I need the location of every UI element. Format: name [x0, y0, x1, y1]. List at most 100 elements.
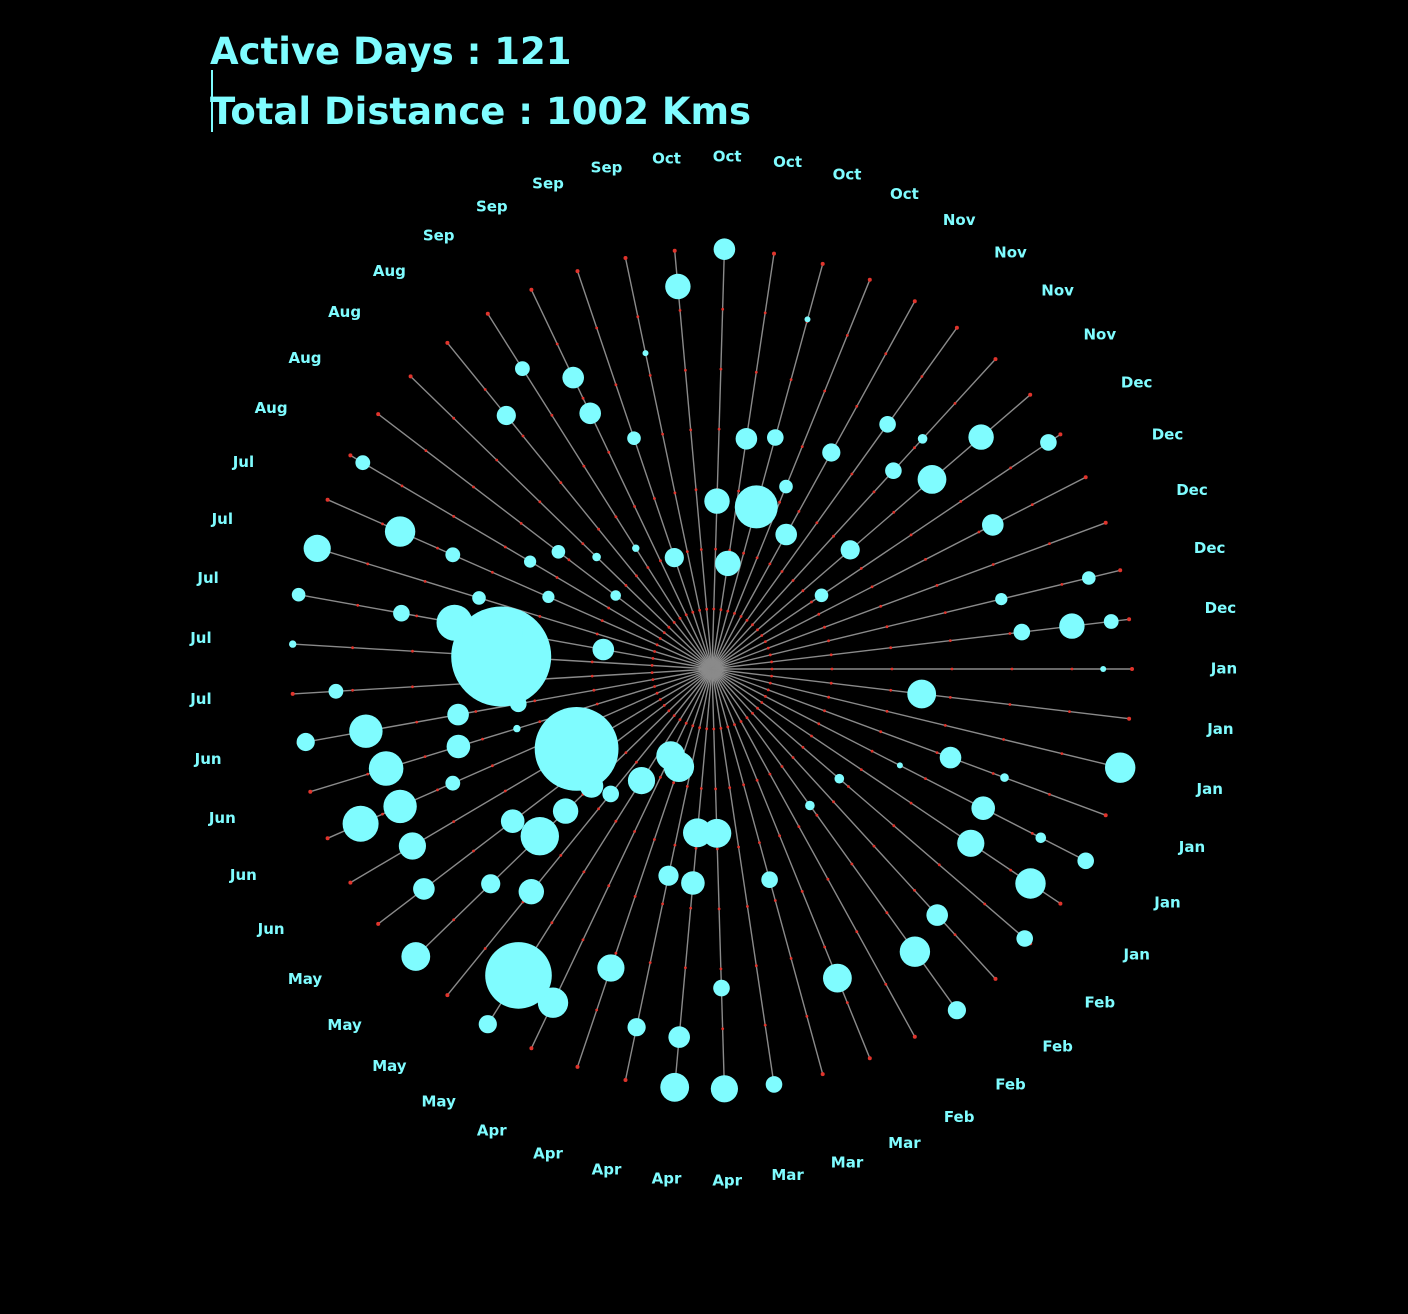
- spoke-tick-dot: [600, 619, 604, 622]
- spoke-tick-dot: [623, 256, 628, 260]
- spoke-tick-dot: [614, 515, 618, 519]
- spoke-tick-dot: [768, 653, 772, 657]
- spoke-tick-dot: [737, 489, 740, 493]
- spoke-tick-dot: [872, 490, 876, 494]
- spoke-tick-dot: [667, 625, 671, 629]
- month-label: Apr: [533, 1145, 563, 1163]
- spoke-tick-dot: [845, 334, 849, 337]
- run-bubble: [779, 479, 793, 494]
- spoke-tick-dot: [800, 445, 804, 448]
- spoke-tick-dot: [595, 1008, 599, 1012]
- spoke-tick-dot: [684, 966, 687, 970]
- spoke-tick-dot: [773, 899, 777, 902]
- month-label: Mar: [831, 1153, 864, 1171]
- run-bubble: [518, 879, 544, 905]
- month-label: Jul: [189, 629, 211, 647]
- spoke-tick-dot: [791, 579, 795, 582]
- run-bubble: [1016, 930, 1033, 947]
- spoke-tick-dot: [491, 764, 494, 768]
- spoke-tick-dot: [452, 515, 456, 518]
- spoke-tick-dot: [867, 1056, 872, 1061]
- run-bubble: [907, 679, 937, 709]
- run-bubble: [384, 516, 416, 547]
- spoke-tick-dot: [850, 472, 854, 476]
- month-label: Feb: [944, 1108, 975, 1126]
- run-bubble: [822, 443, 841, 462]
- month-label: Aug: [373, 262, 406, 280]
- spoke-tick-dot: [581, 396, 585, 400]
- spoke-tick-dot: [892, 824, 896, 828]
- spoke-tick-dot: [538, 615, 542, 618]
- spoke-tick-dot: [684, 721, 688, 725]
- spoke-tick-dot: [751, 711, 754, 715]
- spoke-tick-dot: [662, 704, 666, 707]
- spoke-tick-dot: [847, 785, 850, 788]
- run-bubble: [398, 832, 426, 860]
- spoke-tick-dot: [768, 772, 772, 776]
- month-label: Oct: [833, 166, 862, 184]
- run-bubble: [947, 1001, 967, 1020]
- spoke-tick-dot: [830, 667, 834, 671]
- spoke-tick-dot: [452, 918, 456, 922]
- spoke-tick-dot: [850, 862, 854, 866]
- spoke-tick-dot: [705, 727, 709, 731]
- run-bubble: [1013, 623, 1031, 641]
- spoke-tick-dot: [823, 945, 827, 949]
- spoke-tick-dot: [913, 888, 916, 892]
- run-bubble: [610, 590, 621, 601]
- spoke-tick-dot: [719, 726, 723, 730]
- spoke-tick-dot: [685, 550, 689, 553]
- run-bubble: [660, 1072, 690, 1102]
- spoke-tick-dot: [636, 315, 640, 319]
- spoke-tick-dot: [555, 576, 559, 579]
- spoke-tick-dot: [651, 678, 655, 681]
- spoke-tick-dot: [689, 428, 693, 432]
- spoke-tick-dot: [797, 825, 801, 828]
- spoke-tick-dot: [764, 640, 767, 643]
- spoke-tick-dot: [959, 500, 963, 503]
- spoke-tick-dot: [659, 775, 662, 779]
- spoke-line: [711, 668, 1121, 769]
- run-bubble: [579, 402, 601, 425]
- month-label: Sep: [476, 197, 508, 215]
- text-cursor: [211, 70, 213, 132]
- spoke-tick-dot: [892, 510, 896, 514]
- run-bubble: [597, 954, 625, 982]
- spoke-tick-dot: [672, 248, 677, 253]
- spoke-tick-dot: [820, 261, 825, 266]
- spoke-tick-dot: [308, 789, 313, 794]
- run-bubble: [592, 552, 601, 562]
- spoke-tick-dot: [376, 921, 381, 926]
- run-bubble: [524, 555, 537, 568]
- spoke-tick-dot: [1030, 832, 1034, 835]
- month-label: Nov: [943, 211, 976, 229]
- run-bubble: [957, 829, 985, 857]
- spoke-tick-dot: [495, 458, 499, 462]
- spoke-tick-dot: [714, 547, 717, 551]
- spoke-tick-dot: [567, 558, 571, 562]
- spoke-tick-dot: [943, 611, 947, 614]
- spoke-tick-dot: [667, 709, 671, 713]
- run-bubble: [805, 800, 815, 811]
- spoke-line: [711, 476, 1087, 670]
- run-bubble: [804, 316, 811, 323]
- spoke-tick-dot: [597, 527, 600, 531]
- spoke-tick-dot: [789, 957, 793, 960]
- spoke-tick-dot: [832, 800, 835, 804]
- spoke-line: [711, 668, 997, 980]
- spoke-tick-dot: [607, 884, 611, 888]
- spoke-tick-dot: [745, 618, 749, 622]
- spoke-tick-dot: [1083, 475, 1088, 480]
- spoke-tick-dot: [739, 615, 743, 618]
- spoke-tick-dot: [780, 765, 784, 768]
- spoke-tick-dot: [684, 613, 688, 617]
- spoke-tick-dot: [912, 299, 917, 304]
- run-bubble: [368, 751, 404, 786]
- spoke-tick-dot: [1068, 710, 1071, 713]
- spoke-tick-dot: [672, 621, 676, 624]
- run-bubble: [481, 874, 501, 894]
- month-label: Oct: [773, 153, 802, 171]
- run-bubble: [534, 707, 619, 791]
- spoke-tick-dot: [890, 667, 894, 671]
- spoke-tick-dot: [423, 580, 427, 583]
